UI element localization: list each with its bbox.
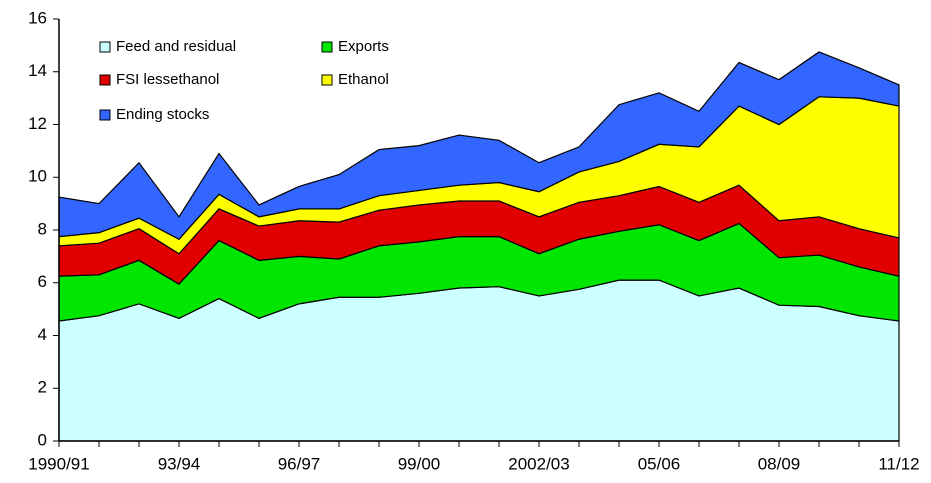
- x-tick-label: 08/09: [758, 454, 801, 473]
- y-tick-label: 4: [38, 325, 47, 344]
- legend-swatch: [321, 74, 333, 86]
- legend-swatch: [99, 74, 111, 86]
- y-tick-label: 16: [28, 8, 47, 27]
- legend-label: Ethanol: [338, 71, 389, 88]
- legend-swatch: [99, 41, 111, 53]
- legend-swatch: [99, 109, 111, 121]
- x-tick-label: 11/12: [878, 454, 919, 473]
- legend-label: Feed and residual: [116, 38, 236, 55]
- legend-label: Exports: [338, 38, 389, 55]
- y-tick-label: 0: [38, 430, 47, 449]
- y-tick-label: 12: [28, 114, 47, 133]
- y-tick-label: 8: [38, 219, 47, 238]
- legend-label: Ending stocks: [116, 106, 209, 123]
- x-tick-label: 1990/91: [28, 454, 89, 473]
- y-tick-label: 10: [28, 167, 47, 186]
- x-tick-label: 99/00: [398, 454, 441, 473]
- x-tick-label: 93/94: [158, 454, 201, 473]
- legend-label: FSI lessethanol: [116, 71, 219, 88]
- x-tick-label: 05/06: [638, 454, 681, 473]
- x-tick-label: 96/97: [278, 454, 321, 473]
- y-tick-label: 6: [38, 272, 47, 291]
- x-tick-label: 2002/03: [508, 454, 569, 473]
- y-tick-label: 2: [38, 378, 47, 397]
- area: [58, 51, 900, 240]
- y-tick-label: 14: [28, 61, 47, 80]
- legend-swatch: [321, 41, 333, 53]
